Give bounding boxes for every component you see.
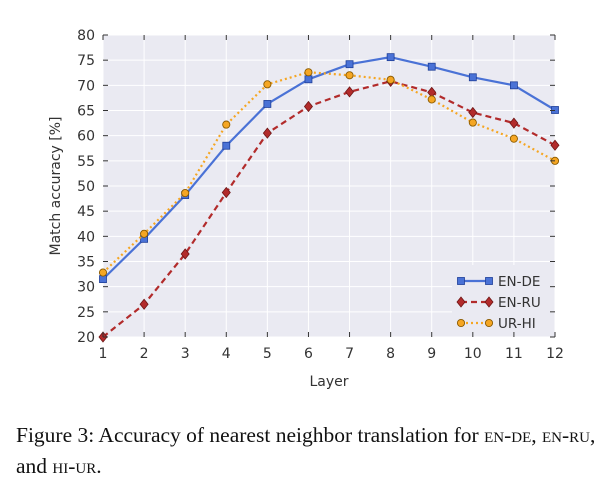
caption-separator-2: , and [16, 423, 596, 478]
data-point-en-ru [550, 139, 560, 151]
y-tick-label: 40 [77, 229, 95, 245]
data-point-en-de [427, 62, 436, 71]
x-tick-labels: 1 2 3 4 5 6 7 8 9 10 11 12 [99, 346, 564, 362]
series-group [98, 53, 560, 343]
legend-marker-en-de [457, 277, 465, 285]
figure-caption: Figure 3: Accuracy of nearest neighbor t… [16, 420, 601, 482]
data-point-ur-hi [98, 268, 108, 277]
data-point-en-ru [180, 248, 190, 260]
data-point-en-ru [509, 117, 519, 129]
data-point-en-ru [468, 106, 478, 119]
y-tick-label: 60 [77, 129, 95, 145]
data-point-en-de [304, 75, 313, 84]
x-tick-label: 11 [505, 346, 523, 362]
y-tick-labels: 20 25 30 35 40 45 50 55 60 65 70 75 80 [77, 28, 95, 346]
legend: EN-DE EN-RU UR-HI [452, 265, 550, 332]
data-point-ur-hi [222, 120, 231, 129]
y-axis-label: Match accuracy [%] [48, 116, 64, 255]
x-tick-label: 7 [345, 346, 354, 362]
data-point-en-de [222, 141, 231, 150]
y-tick-label: 45 [77, 204, 95, 220]
x-tick-label: 5 [263, 346, 272, 362]
x-tick-label: 4 [222, 346, 231, 362]
x-tick-label: 1 [99, 346, 108, 362]
y-tick-label: 55 [77, 154, 95, 170]
caption-suffix: . [96, 454, 102, 478]
data-point-ur-hi [386, 75, 395, 84]
y-tick-label: 35 [77, 255, 95, 271]
series-line-en-de [102, 56, 556, 280]
legend-marker-en-ru [456, 296, 466, 308]
data-point-ur-hi [468, 118, 477, 127]
caption-term-en-ru: en-ru [541, 423, 590, 447]
x-tick-label: 6 [304, 346, 313, 362]
tick-marks [102, 34, 556, 338]
data-point-ur-hi [345, 71, 354, 80]
data-point-en-de [551, 106, 559, 114]
data-point-en-ru [345, 86, 355, 98]
series-line-ur-hi [102, 71, 556, 274]
x-tick-label: 10 [464, 346, 482, 362]
data-point-ur-hi [304, 68, 313, 77]
caption-term-en-de: en-de [484, 423, 532, 447]
data-point-en-de [263, 100, 272, 108]
x-tick-label: 12 [546, 346, 564, 362]
y-tick-label: 25 [77, 305, 95, 321]
data-point-en-ru [262, 127, 272, 139]
legend-marker-en-de [485, 277, 493, 285]
data-point-en-de [99, 275, 107, 284]
y-tick-label: 30 [77, 280, 95, 296]
data-point-ur-hi [509, 134, 518, 143]
data-point-en-de [345, 60, 354, 69]
y-tick-label: 70 [77, 78, 95, 94]
data-point-ur-hi [140, 229, 149, 238]
y-tick-label: 80 [77, 28, 95, 44]
x-tick-label: 2 [140, 346, 149, 362]
data-point-en-ru [139, 298, 149, 310]
data-point-ur-hi [181, 188, 190, 198]
y-tick-label: 65 [77, 104, 95, 120]
x-tick-label: 9 [427, 346, 436, 362]
y-tick-label: 50 [77, 179, 95, 195]
data-point-en-ru [221, 186, 231, 199]
legend-label-en-de: EN-DE [498, 274, 540, 290]
grid-lines [102, 34, 556, 338]
legend-marker-ur-hi [456, 318, 466, 328]
legend-label-en-ru: EN-RU [498, 295, 541, 311]
data-point-en-de [468, 73, 477, 82]
x-axis-label: Layer [309, 374, 348, 390]
y-tick-label: 75 [77, 53, 95, 69]
caption-separator-1: , [531, 423, 542, 447]
data-point-en-ru [303, 100, 313, 113]
x-tick-label: 3 [181, 346, 190, 362]
series-ur-hi [98, 68, 560, 277]
data-point-en-de [510, 81, 518, 90]
data-point-ur-hi [263, 80, 272, 89]
y-tick-label: 20 [77, 330, 95, 346]
data-point-ur-hi [427, 95, 436, 104]
data-point-en-de [386, 53, 395, 62]
legend-label-ur-hi: UR-HI [498, 316, 536, 332]
caption-term-hi-ur: hi-ur [52, 454, 97, 478]
caption-prefix: Figure 3: Accuracy of nearest neighbor t… [16, 423, 485, 447]
series-line-en-ru [102, 80, 556, 338]
legend-marker-en-ru [484, 296, 494, 308]
legend-marker-ur-hi [484, 318, 494, 328]
x-tick-label: 8 [386, 346, 395, 362]
